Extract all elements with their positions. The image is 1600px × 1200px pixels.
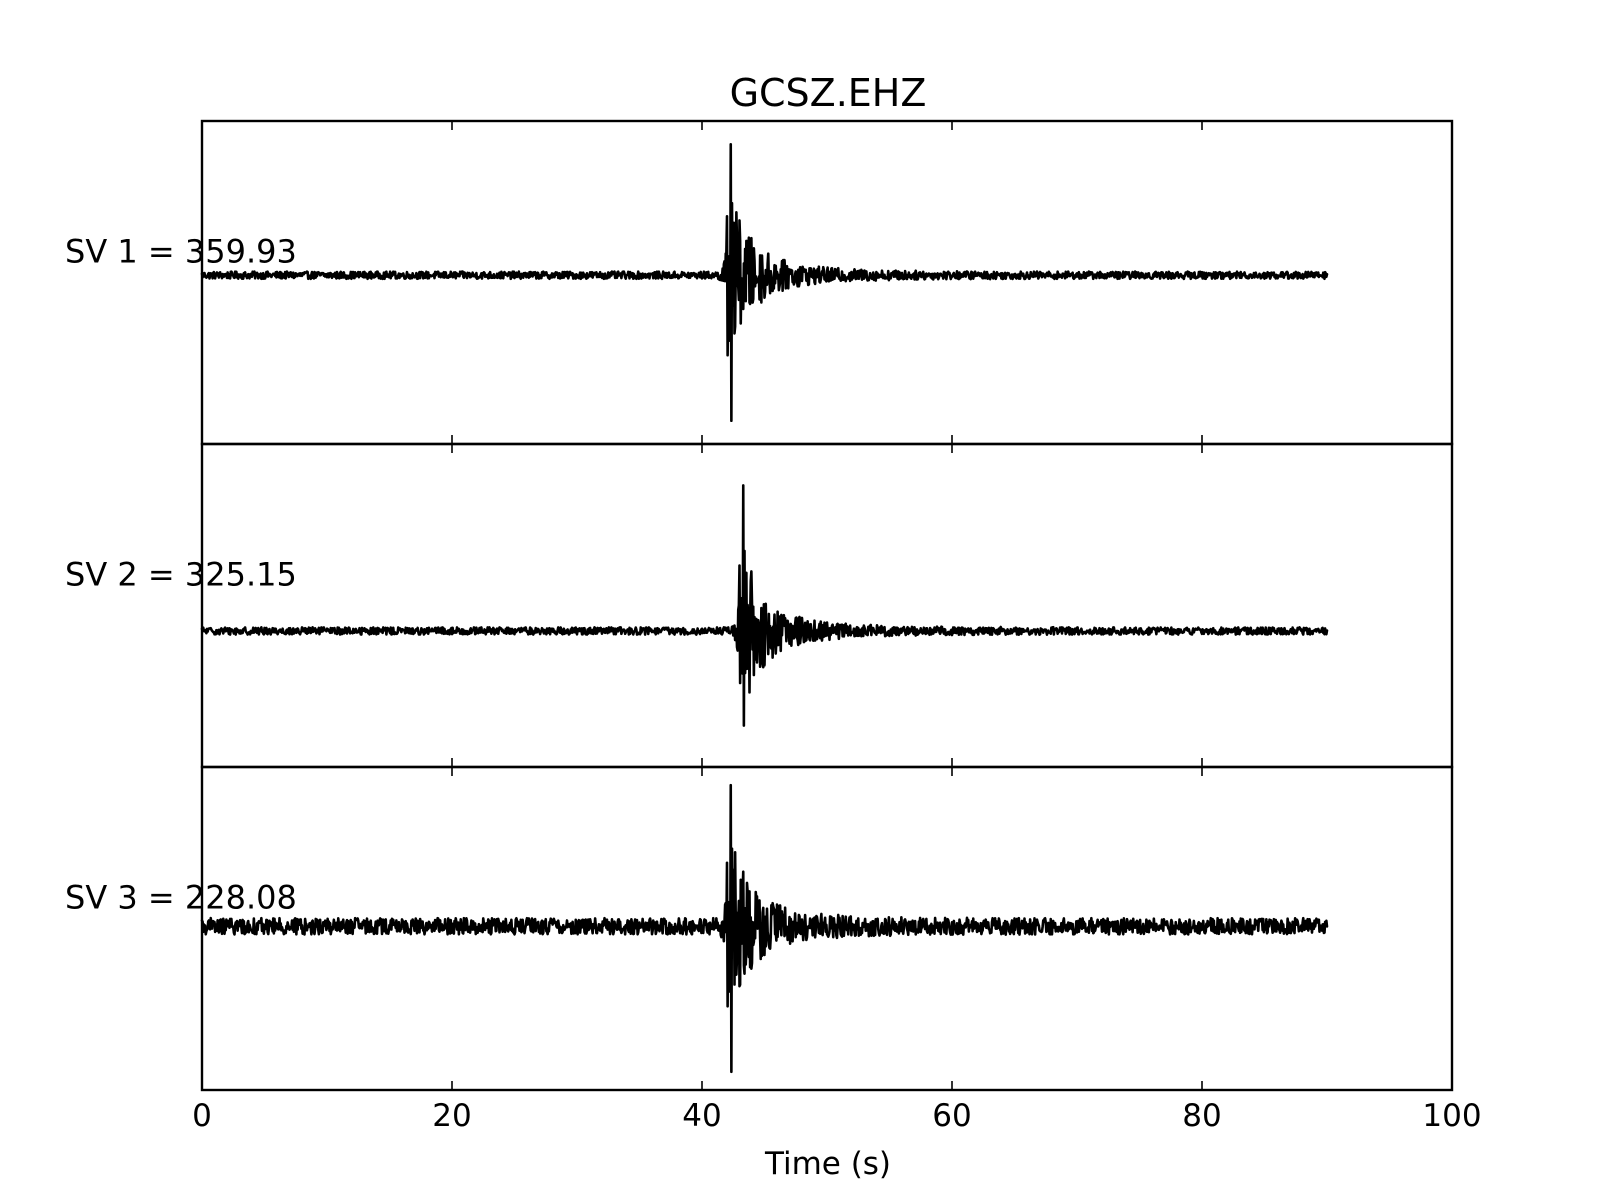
trace-panel-2 — [200, 484, 1329, 727]
trace-panel-1 — [200, 142, 1329, 423]
panels: SV 1 = 359.93 SV 2 = 325.15 SV 3 = 228.08 — [65, 119, 1454, 1092]
x-tick-label: 20 — [432, 1098, 471, 1134]
trace-panel-3 — [200, 783, 1329, 1074]
x-tick-label: 40 — [682, 1098, 721, 1134]
chart-title: GCSZ.EHZ — [730, 71, 927, 115]
x-tick-label: 60 — [932, 1098, 971, 1134]
panel-2: SV 2 = 325.15 — [65, 442, 1454, 769]
panel-label-2: SV 2 = 325.15 — [65, 555, 297, 593]
panel-label-3: SV 3 = 228.08 — [65, 878, 297, 916]
panel-3: SV 3 = 228.08 — [65, 765, 1454, 1092]
panel-label-1: SV 1 = 359.93 — [65, 232, 297, 270]
x-tick-label: 0 — [192, 1098, 212, 1134]
x-axis-label: Time (s) — [764, 1146, 891, 1182]
x-tick-labels: 0 20 40 60 80 100 — [192, 1098, 1481, 1134]
x-tick-label: 80 — [1182, 1098, 1221, 1134]
x-tick-label: 100 — [1422, 1098, 1481, 1134]
panel-frame-3 — [200, 765, 1454, 1092]
